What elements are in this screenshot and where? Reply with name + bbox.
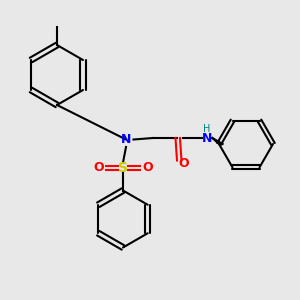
Text: S: S: [118, 161, 128, 175]
Text: H: H: [203, 124, 211, 134]
Text: N: N: [121, 133, 131, 146]
Text: O: O: [142, 161, 153, 175]
Text: O: O: [93, 161, 104, 175]
Text: O: O: [178, 157, 189, 170]
Text: N: N: [202, 131, 212, 145]
